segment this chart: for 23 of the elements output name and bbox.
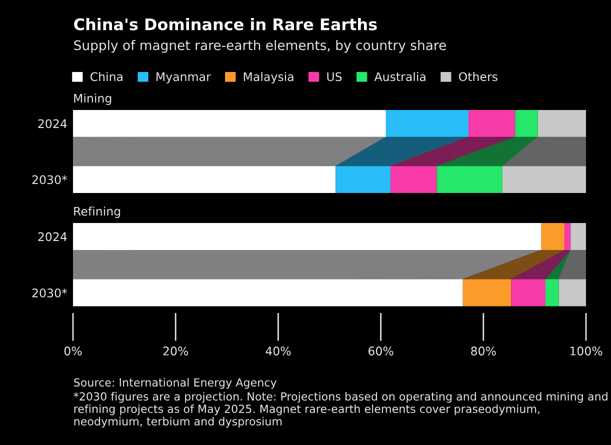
chart-title: China's Dominance in Rare Earths (74, 18, 377, 30)
y-tick-label: 2024 (38, 119, 67, 128)
chart-title: Refining (74, 206, 120, 218)
legend-label: Malaysia (244, 72, 294, 84)
x-tick-label: 100% (570, 346, 602, 356)
legend-label: China (90, 72, 122, 82)
x-tick-label: 0% (64, 346, 82, 356)
x-tick-label: 80% (471, 346, 496, 356)
y-tick-label: 2030* (32, 175, 68, 184)
y-tick-label: 2030* (32, 288, 68, 298)
legend-label: Australia (374, 72, 426, 82)
bar (564, 223, 571, 250)
x-tick-label: 60% (368, 346, 394, 356)
source-note: Source: International Energy Agency (74, 378, 277, 389)
x-tick-label: 20% (163, 346, 188, 356)
legend-label: US (327, 72, 342, 82)
legend-label: Myanmar (156, 72, 211, 84)
chart-subtitle: Supply of magnet rare-earth elements, by country share (74, 40, 446, 53)
text: *2030 figures are a projection. Note: Projections based on operating and announced mining and refining projects as of May 2025. Magnet rare-earth elements cover praseodymium, neodymium, terbium and dysprosium (74, 392, 608, 428)
y-tick-label: 2024 (38, 232, 67, 242)
annotation: Mining (74, 94, 112, 105)
legend-label: Others (458, 72, 498, 82)
x-tick-label: 40% (266, 346, 291, 356)
